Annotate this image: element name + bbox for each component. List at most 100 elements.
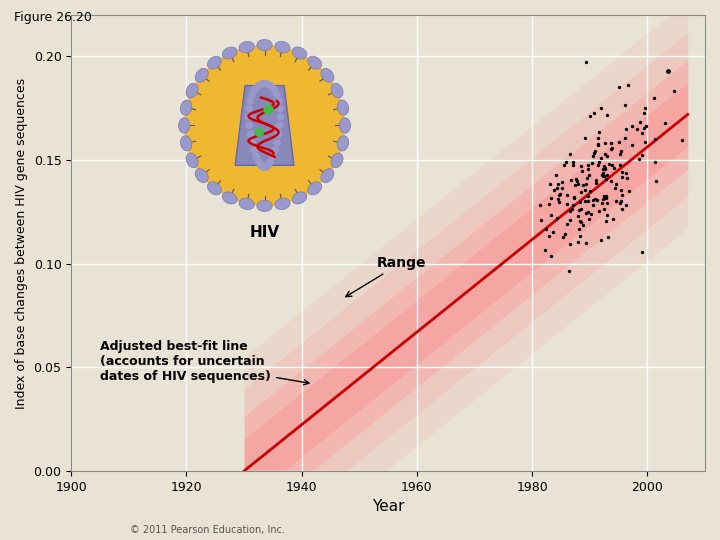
Point	[607, 214, 618, 223]
Point	[582, 191, 594, 200]
Point	[616, 146, 627, 155]
Point	[584, 171, 595, 180]
Point	[615, 185, 626, 194]
Point	[588, 152, 599, 160]
Point	[582, 214, 594, 223]
Point	[616, 205, 627, 214]
Point	[633, 154, 644, 163]
Point	[580, 209, 592, 218]
Point	[621, 125, 632, 133]
Point	[551, 171, 562, 180]
Point	[619, 133, 631, 142]
Point	[649, 93, 660, 102]
Point	[598, 172, 609, 181]
Point	[590, 147, 601, 156]
Point	[553, 198, 564, 206]
Point	[553, 190, 564, 199]
Point	[608, 164, 620, 172]
Y-axis label: Index of base changes between HIV gene sequences: Index of base changes between HIV gene s…	[15, 77, 28, 409]
Point	[551, 184, 562, 193]
Point	[606, 145, 617, 153]
Point	[624, 187, 635, 195]
Point	[599, 164, 611, 172]
Point	[564, 207, 576, 215]
Point	[588, 195, 599, 204]
Point	[616, 197, 627, 206]
Point	[545, 210, 557, 219]
Point	[580, 58, 592, 66]
Point	[575, 218, 586, 227]
Point	[598, 172, 610, 180]
Point	[606, 160, 618, 169]
Point	[638, 123, 649, 132]
Point	[613, 138, 625, 147]
Text: Range: Range	[346, 256, 426, 296]
Point	[582, 197, 594, 205]
Point	[598, 205, 610, 213]
Point	[636, 151, 647, 159]
Point	[577, 181, 589, 190]
Point	[573, 225, 585, 234]
Point	[592, 196, 603, 205]
Point	[589, 109, 600, 117]
Point	[626, 122, 637, 131]
Point	[599, 150, 611, 158]
Point	[572, 179, 583, 188]
Point	[602, 151, 613, 160]
Point	[593, 157, 605, 166]
Point	[636, 129, 648, 138]
Point	[541, 225, 552, 233]
Point	[631, 125, 643, 133]
Point	[582, 208, 593, 217]
Point	[567, 157, 579, 166]
Point	[588, 200, 599, 209]
Point	[559, 161, 570, 170]
Point	[616, 173, 627, 182]
Point	[600, 165, 611, 173]
Point	[596, 198, 608, 207]
Point	[573, 206, 585, 215]
X-axis label: Year: Year	[372, 499, 405, 514]
Point	[595, 154, 607, 163]
Point	[599, 193, 611, 202]
Point	[626, 140, 638, 149]
Point	[577, 220, 589, 229]
Point	[600, 192, 612, 200]
Point	[552, 180, 563, 188]
Point	[639, 138, 650, 146]
Point	[551, 214, 562, 222]
Point	[568, 193, 580, 201]
Point	[567, 201, 579, 210]
Point	[548, 228, 559, 237]
Point	[600, 193, 612, 201]
Point	[558, 233, 570, 242]
Point	[597, 169, 608, 178]
Point	[605, 177, 616, 185]
Point	[582, 160, 594, 169]
Point	[584, 186, 595, 195]
Point	[561, 220, 572, 228]
Point	[676, 136, 688, 145]
Point	[597, 194, 608, 203]
Point	[580, 186, 591, 194]
Point	[534, 200, 546, 209]
Point	[564, 150, 575, 159]
Point	[552, 194, 564, 203]
Point	[574, 232, 585, 241]
Point	[595, 104, 607, 112]
Point	[606, 144, 618, 153]
Point	[585, 210, 597, 219]
Point	[600, 217, 612, 226]
Point	[613, 83, 625, 91]
Point	[575, 161, 587, 170]
Text: Adjusted best-fit line
(accounts for uncertain
dates of HIV sequences): Adjusted best-fit line (accounts for unc…	[100, 340, 309, 385]
Point	[544, 179, 556, 188]
Point	[535, 216, 546, 225]
Point	[554, 190, 566, 198]
Point	[593, 206, 605, 215]
Point	[634, 118, 646, 126]
Point	[615, 150, 626, 159]
Point	[593, 161, 604, 170]
Point	[561, 158, 572, 167]
Point	[640, 122, 652, 131]
